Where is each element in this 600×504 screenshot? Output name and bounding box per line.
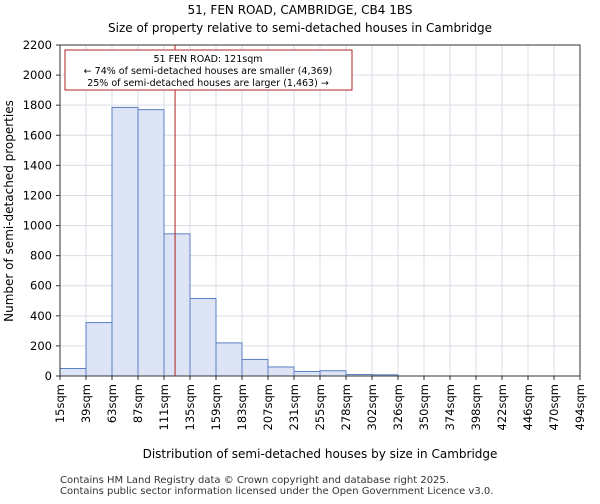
y-tick-label: 800 xyxy=(30,249,52,263)
y-axis-label: Number of semi-detached properties xyxy=(2,100,16,322)
x-tick-label: 15sqm xyxy=(53,384,67,423)
x-tick-label: 87sqm xyxy=(131,384,145,423)
y-tick-label: 400 xyxy=(30,309,52,323)
y-tick-label: 1600 xyxy=(23,128,52,142)
bar xyxy=(163,233,191,377)
annotation-box: 51 FEN ROAD: 121sqm ← 74% of semi-detach… xyxy=(64,49,353,91)
x-tick-label: 302sqm xyxy=(365,384,379,430)
bar xyxy=(267,366,295,377)
y-tick-label: 1200 xyxy=(23,188,52,202)
x-tick-label: 374sqm xyxy=(443,384,457,430)
x-tick-label: 63sqm xyxy=(105,384,119,423)
annotation-line-3: 25% of semi-detached houses are larger (… xyxy=(87,78,329,89)
footer-line-2: Contains public sector information licen… xyxy=(60,486,493,497)
x-tick-label: 183sqm xyxy=(235,384,249,430)
x-tick-label: 422sqm xyxy=(495,384,509,430)
chart-title: 51, FEN ROAD, CAMBRIDGE, CB4 1BS xyxy=(188,3,413,17)
x-tick-label: 231sqm xyxy=(287,384,301,430)
x-tick-label: 470sqm xyxy=(547,384,561,430)
bar xyxy=(189,298,217,377)
y-tick-label: 1400 xyxy=(23,158,52,172)
x-tick-label: 278sqm xyxy=(339,384,353,430)
y-tick-label: 2200 xyxy=(23,38,52,52)
bars xyxy=(59,106,399,377)
x-tick-label: 111sqm xyxy=(157,384,171,430)
annotation-line-2: ← 74% of semi-detached houses are smalle… xyxy=(84,66,333,77)
x-tick-label: 39sqm xyxy=(79,384,93,423)
bar xyxy=(111,106,139,377)
annotation-line-1: 51 FEN ROAD: 121sqm xyxy=(153,54,262,65)
x-axis-ticks: 15sqm 39sqm 63sqm 87sqm 111sqm 135sqm 159sqm 18… xyxy=(53,376,587,430)
bar xyxy=(59,367,87,377)
bar xyxy=(293,370,321,377)
x-tick-label: 135sqm xyxy=(183,384,197,430)
footer-line-1: Contains HM Land Registry data © Crown c… xyxy=(60,475,449,486)
bar xyxy=(241,358,269,377)
x-tick-label: 350sqm xyxy=(417,384,431,430)
x-tick-label: 446sqm xyxy=(521,384,535,430)
annotation-border xyxy=(64,49,353,91)
y-tick-label: 1000 xyxy=(23,219,52,233)
x-tick-label: 398sqm xyxy=(469,384,483,430)
bar xyxy=(319,370,347,377)
chart-subtitle: Size of property relative to semi-detach… xyxy=(108,21,492,35)
y-tick-label: 0 xyxy=(45,369,52,383)
y-tick-label: 1800 xyxy=(23,98,52,112)
y-axis-ticks: 0 200 400 600 800 1000 1200 1400 1600 1800 2000 220… xyxy=(23,38,60,383)
x-axis-label: Distribution of semi-detached houses by … xyxy=(143,447,498,461)
x-tick-label: 207sqm xyxy=(261,384,275,430)
bar xyxy=(85,322,113,377)
x-tick-label: 255sqm xyxy=(313,384,327,430)
y-tick-label: 600 xyxy=(30,279,52,293)
bar xyxy=(215,342,243,377)
bar xyxy=(137,109,165,377)
x-tick-label: 494sqm xyxy=(573,384,587,430)
y-tick-label: 200 xyxy=(30,339,52,353)
y-tick-label: 2000 xyxy=(23,68,52,82)
x-tick-label: 326sqm xyxy=(391,384,405,430)
x-tick-label: 159sqm xyxy=(209,384,223,430)
